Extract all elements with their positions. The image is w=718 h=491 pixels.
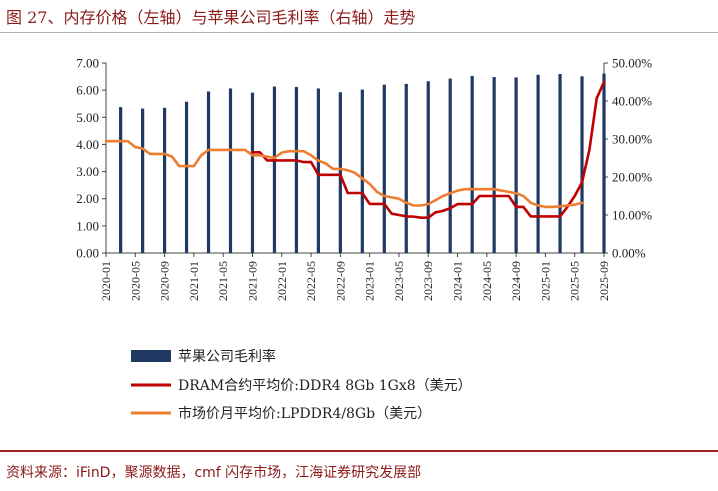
bar-gross-margin (184, 101, 189, 253)
x-axis-tick-label: 2023-01 (363, 261, 377, 301)
x-axis-tick-label: 2022-09 (333, 261, 347, 301)
bar-gross-margin (382, 84, 386, 253)
bar-gross-margin (514, 77, 518, 253)
bar-gross-margin (119, 107, 123, 253)
bar-gross-margin (536, 74, 540, 253)
bar-gross-margin (250, 92, 255, 253)
x-axis-tick-label: 2021-01 (187, 261, 201, 301)
legend-label: DRAM合约平均价:DDR4 8Gb 1Gx8（美元） (178, 378, 472, 394)
x-axis-tick-label: 2025-05 (568, 261, 582, 301)
legend-label: 市场价月平均价:LPDDR4/8Gb（美元） (178, 405, 431, 422)
right-axis-tick-label: 0.00% (612, 246, 646, 261)
bar-gross-margin (404, 83, 408, 254)
bar-gross-margin (272, 86, 277, 253)
right-axis-tick-label: 50.00% (612, 56, 652, 71)
bar-series-gross-margin (119, 73, 606, 254)
legend-swatch-gross-margin (131, 350, 171, 362)
left-axis-tick-label: 0.00 (76, 246, 99, 261)
x-axis-tick-label: 2020-09 (158, 261, 172, 301)
x-axis-tick-label: 2022-05 (304, 261, 318, 301)
bar-gross-margin (448, 78, 452, 253)
bar-gross-margin (294, 86, 299, 253)
bar-gross-margin (492, 77, 496, 253)
chart-title: 图 27、内存价格（左轴）与苹果公司毛利率（右轴）走势 (6, 8, 416, 27)
bar-gross-margin (360, 89, 364, 253)
line-lpddr4-price (104, 139, 584, 209)
x-axis-tick-label: 2021-09 (245, 261, 259, 301)
x-axis-tick-label: 2023-05 (392, 261, 406, 301)
bar-gross-margin (206, 91, 211, 253)
bar-gross-margin (426, 81, 430, 254)
bar-gross-margin (558, 74, 562, 254)
left-axis-tick-label: 3.00 (76, 164, 99, 179)
x-axis-tick-label: 2022-01 (275, 261, 289, 301)
bar-gross-margin (338, 92, 342, 253)
left-axis-tick-label: 6.00 (76, 83, 99, 98)
x-axis-tick-label: 2025-01 (538, 261, 552, 301)
x-axis-tick-label: 2020-01 (99, 261, 113, 301)
right-axis-tick-label: 30.00% (612, 132, 652, 147)
x-axis-tick-label: 2024-09 (509, 261, 523, 301)
left-axis-tick-label: 2.00 (76, 191, 99, 206)
chart-svg: 0.00 1.00 2.00 3.00 4.00 5.00 6.00 7.00 0.00% 10.… (76, 56, 652, 423)
source-divider (0, 450, 718, 452)
x-axis-tick-label: 2025-09 (597, 261, 611, 301)
bar-gross-margin (162, 107, 167, 253)
bar-gross-margin (316, 88, 320, 254)
chart-axes: 0.00 1.00 2.00 3.00 4.00 5.00 6.00 7.00 0.00% 10.… (76, 56, 652, 302)
x-axis-tick-label: 2024-01 (451, 261, 465, 301)
right-axis-tick-label: 20.00% (612, 170, 652, 185)
right-axis-tick-label: 40.00% (612, 94, 652, 109)
x-axis-tick-label: 2020-05 (128, 261, 142, 301)
left-axis-tick-label: 4.00 (76, 137, 99, 152)
bar-gross-margin (602, 73, 606, 253)
source-note: 资料来源：iFinD，聚源数据，cmf 闪存市场，江海证券研究发展部 (6, 465, 422, 481)
bar-gross-margin (580, 76, 584, 253)
right-axis-tick-label: 10.00% (612, 208, 652, 223)
chart-legend: 苹果公司毛利率 DRAM合约平均价:DDR4 8Gb 1Gx8（美元） 市场价月平均… (131, 348, 472, 422)
title-divider (0, 32, 718, 33)
bar-gross-margin (228, 88, 233, 254)
legend-label: 苹果公司毛利率 (178, 348, 276, 365)
x-axis-tick-label: 2024-05 (480, 261, 494, 301)
left-axis-tick-label: 7.00 (76, 56, 99, 71)
bar-gross-margin (141, 108, 145, 253)
x-axis-tick-label: 2023-09 (421, 261, 435, 301)
line-series (104, 80, 606, 219)
bar-gross-margin (470, 75, 474, 253)
left-axis-tick-label: 5.00 (76, 110, 99, 125)
x-axis-tick-label: 2021-05 (216, 261, 230, 301)
line-dram-ddr4-price (251, 80, 606, 219)
left-axis-tick-label: 1.00 (76, 218, 99, 233)
